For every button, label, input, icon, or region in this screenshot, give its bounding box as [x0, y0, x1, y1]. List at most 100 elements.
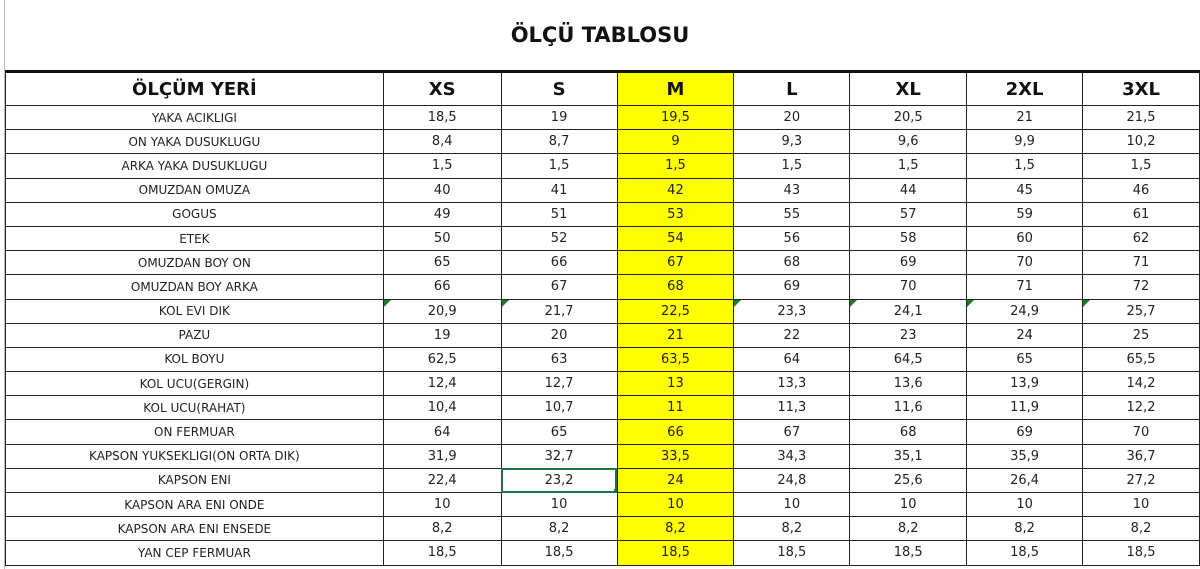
size-value-cell[interactable]: 31,9 [382, 443, 502, 469]
size-value-cell[interactable]: 24 [966, 322, 1084, 348]
size-value-cell[interactable]: 63 [500, 346, 618, 373]
size-value-cell[interactable]: 8,2 [1082, 516, 1200, 542]
size-value-cell[interactable]: 64,5 [849, 346, 968, 373]
measurement-label-cell[interactable]: KOL UCU(RAHAT) [5, 395, 384, 421]
size-value-cell[interactable]: 54 [616, 225, 735, 252]
size-value-cell[interactable]: 18,5 [382, 104, 502, 131]
size-value-cell[interactable]: 24,8 [733, 467, 851, 494]
size-value-cell[interactable]: 67 [733, 419, 851, 445]
size-value-cell[interactable]: 9,3 [733, 129, 851, 155]
size-value-cell[interactable]: 19,5 [616, 104, 735, 131]
size-value-cell[interactable]: 71 [966, 274, 1084, 300]
size-value-cell[interactable]: 8,7 [500, 129, 618, 155]
measurement-label-cell[interactable]: ON FERMUAR [5, 419, 384, 445]
size-value-cell[interactable]: 12,4 [382, 371, 502, 397]
size-value-cell[interactable]: 53 [616, 201, 735, 227]
size-value-cell[interactable]: 44 [849, 177, 968, 203]
size-value-cell[interactable]: 10 [733, 491, 851, 518]
size-value-cell[interactable]: 18,5 [966, 540, 1084, 566]
size-value-cell[interactable]: 10 [500, 491, 618, 518]
size-value-cell[interactable]: 68 [733, 250, 851, 276]
size-value-cell[interactable]: 8,2 [616, 516, 735, 542]
size-value-cell[interactable]: 27,2 [1082, 467, 1200, 494]
size-value-cell[interactable]: 18,5 [849, 540, 968, 566]
size-value-cell[interactable]: 13,6 [849, 371, 968, 397]
size-value-cell[interactable]: 59 [966, 201, 1084, 227]
measurement-label-cell[interactable]: ETEK [5, 225, 384, 252]
size-value-cell[interactable]: 22 [733, 322, 851, 348]
size-value-cell[interactable]: 35,1 [849, 443, 968, 469]
size-value-cell[interactable]: 24 [616, 467, 735, 494]
measurement-label-cell[interactable]: YAN CEP FERMUAR [5, 540, 384, 566]
size-value-cell[interactable]: 22,5 [616, 298, 735, 324]
size-value-cell[interactable]: 70 [1082, 419, 1200, 445]
measurement-label-cell[interactable]: PAZU [5, 322, 384, 348]
size-value-cell[interactable]: 13,3 [733, 371, 851, 397]
size-value-cell[interactable]: 26,4 [966, 467, 1084, 494]
size-value-cell[interactable]: 72 [1082, 274, 1200, 300]
size-value-cell[interactable]: 58 [849, 225, 968, 252]
size-value-cell[interactable]: 13,9 [966, 371, 1084, 397]
measurement-label-cell[interactable]: KOL BOYU [5, 346, 384, 373]
size-value-cell[interactable]: 33,5 [616, 443, 735, 469]
size-value-cell[interactable]: 8,2 [849, 516, 968, 542]
size-value-cell[interactable]: 20,5 [849, 104, 968, 131]
size-value-cell[interactable]: 23,3 [733, 298, 851, 324]
size-value-cell[interactable]: 1,5 [849, 153, 968, 179]
size-value-cell[interactable]: 50 [382, 225, 502, 252]
error-indicator-icon[interactable] [502, 300, 509, 307]
size-value-cell[interactable]: 71 [1082, 250, 1200, 276]
size-value-cell[interactable]: 14,2 [1082, 371, 1200, 397]
size-value-cell[interactable]: 11,6 [849, 395, 968, 421]
size-value-cell[interactable]: 66 [500, 250, 618, 276]
size-value-cell[interactable]: 25,7 [1082, 298, 1200, 324]
size-value-cell[interactable]: 46 [1082, 177, 1200, 203]
size-value-cell[interactable]: 21,7 [500, 298, 618, 324]
size-value-cell[interactable]: 9,6 [849, 129, 968, 155]
size-value-cell[interactable]: 67 [616, 250, 735, 276]
measurement-label-cell[interactable]: KOL EVI DIK [5, 298, 384, 324]
column-header-2xl[interactable]: 2XL [966, 70, 1084, 106]
measurement-label-cell[interactable]: OMUZDAN BOY ARKA [5, 274, 384, 300]
measurement-label-cell[interactable]: KAPSON ARA ENI ENSEDE [5, 516, 384, 542]
size-value-cell[interactable]: 40 [382, 177, 502, 203]
measurement-label-cell[interactable]: KAPSON ARA ENI ONDE [5, 491, 384, 518]
error-indicator-icon[interactable] [734, 300, 742, 307]
size-value-cell[interactable]: 1,5 [500, 153, 618, 179]
size-value-cell[interactable]: 10 [966, 491, 1084, 518]
column-header-l[interactable]: L [733, 70, 851, 106]
column-header-xs[interactable]: XS [382, 70, 502, 106]
size-value-cell[interactable]: 62 [1082, 225, 1200, 252]
selected-cell[interactable]: 23,2 [500, 467, 618, 494]
size-value-cell[interactable]: 10 [849, 491, 968, 518]
measurement-label-cell[interactable]: OMUZDAN OMUZA [5, 177, 384, 203]
size-value-cell[interactable]: 10,4 [382, 395, 502, 421]
size-value-cell[interactable]: 69 [733, 274, 851, 300]
measurement-label-cell[interactable]: KAPSON YUKSEKLIGI(ON ORTA DIK) [5, 443, 384, 469]
size-value-cell[interactable]: 18,5 [733, 540, 851, 566]
size-value-cell[interactable]: 20,9 [382, 298, 502, 324]
size-value-cell[interactable]: 10 [1082, 491, 1200, 518]
size-value-cell[interactable]: 34,3 [733, 443, 851, 469]
size-value-cell[interactable]: 8,2 [966, 516, 1084, 542]
column-header-measurement[interactable]: ÖLÇÜM YERİ [5, 70, 384, 106]
size-value-cell[interactable]: 68 [849, 419, 968, 445]
error-indicator-icon[interactable] [850, 300, 858, 307]
size-value-cell[interactable]: 9 [616, 129, 735, 155]
size-value-cell[interactable]: 24,9 [966, 298, 1084, 324]
size-value-cell[interactable]: 22,4 [382, 467, 502, 494]
size-value-cell[interactable]: 66 [616, 419, 735, 445]
size-value-cell[interactable]: 55 [733, 201, 851, 227]
measurement-label-cell[interactable]: GOGUS [5, 201, 384, 227]
size-value-cell[interactable]: 56 [733, 225, 851, 252]
size-value-cell[interactable]: 1,5 [1082, 153, 1200, 179]
size-value-cell[interactable]: 21,5 [1082, 104, 1200, 131]
size-value-cell[interactable]: 8,4 [382, 129, 502, 155]
measurement-label-cell[interactable]: YAKA ACIKLIGI [5, 104, 384, 131]
size-value-cell[interactable]: 41 [500, 177, 618, 203]
size-value-cell[interactable]: 70 [966, 250, 1084, 276]
size-value-cell[interactable]: 69 [966, 419, 1084, 445]
size-value-cell[interactable]: 36,7 [1082, 443, 1200, 469]
size-value-cell[interactable]: 65 [966, 346, 1084, 373]
size-value-cell[interactable]: 64 [382, 419, 502, 445]
